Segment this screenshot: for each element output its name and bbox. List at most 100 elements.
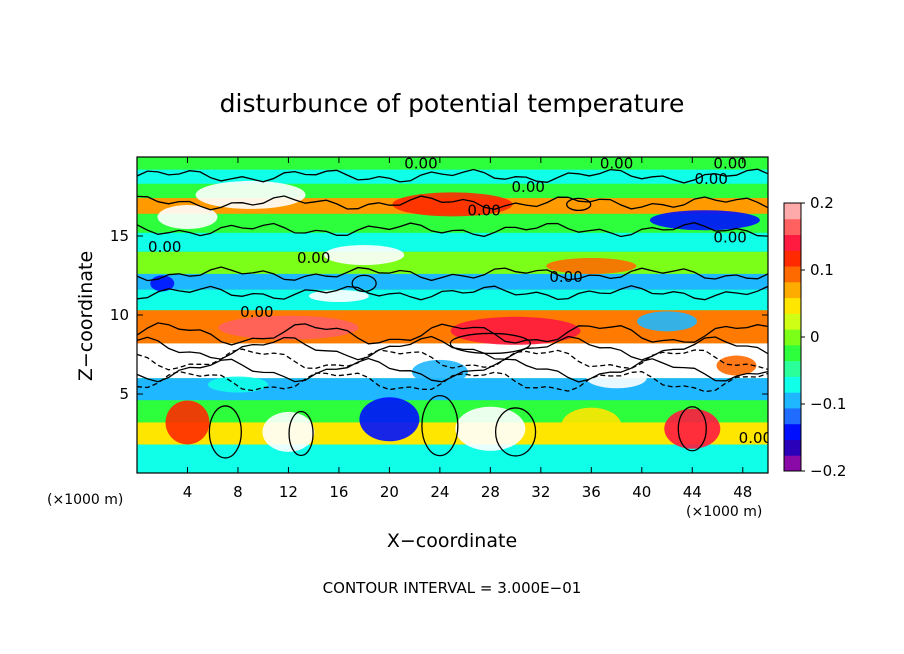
heat-blob (157, 205, 218, 230)
contour-label: 0.00 (297, 249, 330, 267)
colorbar-block (784, 297, 801, 314)
heat-blob (637, 311, 698, 332)
heat-band (137, 289, 768, 311)
colorbar-block (784, 250, 801, 267)
colorbar-block (784, 344, 801, 362)
heat-blob (195, 180, 306, 209)
colorbar-block (784, 281, 801, 299)
colorbar-block (784, 266, 801, 283)
y-axis-label: Z−coordinate (75, 251, 97, 381)
contour-line (137, 285, 768, 301)
heat-band (137, 444, 768, 473)
heat-blob (546, 258, 637, 275)
contour-line (137, 370, 768, 393)
heat-blob (392, 192, 513, 217)
colorbar-block (784, 392, 801, 409)
contour-label: 0.00 (713, 154, 746, 172)
contour-ring (449, 332, 532, 355)
contour-line (137, 335, 768, 361)
contour-ring (677, 406, 707, 452)
contour-ring (351, 274, 377, 293)
heat-blob (411, 359, 468, 384)
contour-label: 0.00 (549, 268, 582, 286)
y-axis-unit: (×1000 m) (47, 492, 123, 508)
contour-ring (494, 407, 537, 457)
heat-blob (308, 290, 369, 303)
colorbar-block (784, 439, 801, 456)
colorbar-tick-label: 0 (810, 328, 820, 346)
contour-line (137, 222, 768, 238)
x-tick-label: 32 (531, 483, 550, 501)
heat-band (137, 213, 768, 233)
heat-blob (324, 244, 405, 265)
contour-label: 0.00 (148, 238, 181, 256)
x-tick-label: 28 (481, 483, 500, 501)
chart-title: disturbunce of potential temperature (220, 89, 685, 118)
heat-blob (359, 397, 420, 442)
heat-blob (649, 210, 760, 231)
contour-line (137, 348, 768, 371)
colorbar-block (784, 218, 801, 236)
y-tick-label: 15 (110, 227, 129, 245)
contour-label: 0.00 (739, 429, 772, 447)
heat-blob (207, 376, 268, 393)
contour-ring (208, 405, 242, 459)
colorbar-tick-label: −0.1 (810, 395, 846, 413)
contour-line (137, 168, 768, 184)
x-axis-label: X−coordinate (387, 530, 517, 552)
contour-label: 0.00 (404, 154, 437, 172)
contour-line (137, 322, 768, 346)
x-tick-label: 36 (582, 483, 601, 501)
x-axis-unit: (×1000 m) (686, 504, 762, 520)
contour-ring (288, 410, 314, 457)
heat-blob (586, 368, 647, 389)
colorbar-block (784, 376, 801, 393)
x-tick-label: 24 (430, 483, 449, 501)
contour-label: 0.00 (713, 229, 746, 247)
x-axis: 4 8 12 16 20 24 28 32 36 40 44 48 (183, 157, 752, 501)
colorbar-block (784, 360, 801, 377)
x-tick-label: 16 (329, 483, 348, 501)
contour-label: 0.00 (240, 303, 273, 321)
contour-lines (137, 168, 768, 459)
contour-ring (566, 197, 592, 212)
x-tick-label: 12 (279, 483, 298, 501)
colorbar-tick-label: 0.2 (810, 194, 834, 212)
colorbar-block (784, 203, 801, 220)
contour-interval-note: CONTOUR INTERVAL = 3.000E−01 (323, 579, 582, 597)
x-tick-label: 8 (233, 483, 243, 501)
colorbar-block (784, 313, 801, 330)
x-tick-label: 4 (183, 483, 193, 501)
heat-blob (165, 400, 210, 445)
heat-band (137, 232, 768, 252)
colorbar: 0.2 0.1 0 −0.1 −0.2 (783, 194, 846, 480)
colorbar-block (784, 423, 801, 440)
contour-label: 0.00 (695, 170, 728, 188)
colorbar-block (784, 407, 801, 425)
heat-blob (218, 315, 359, 340)
heat-band (137, 273, 768, 290)
colorbar-blocks (784, 203, 801, 472)
heat-blob (664, 408, 721, 449)
colorbar-block (784, 234, 801, 251)
colorbar-block (784, 455, 801, 472)
heatmap-bands (137, 157, 768, 473)
colorbar-tick-label: −0.2 (810, 462, 846, 480)
contour-label: 0.00 (600, 154, 633, 172)
contour-line (137, 357, 768, 383)
heat-blob (561, 407, 622, 444)
contour-label: 0.00 (512, 178, 545, 196)
heat-band (137, 157, 768, 170)
contour-labels: 0.00 0.000.00 0.00 0.000.000.000.000.000.00… (148, 154, 772, 447)
x-tick-label: 20 (380, 483, 399, 501)
y-tick-label: 5 (119, 385, 129, 403)
colorbar-tick-label: 0.1 (810, 261, 834, 279)
contour-ring (421, 394, 459, 457)
heat-blob (450, 316, 581, 345)
colorbar-block (784, 329, 801, 346)
y-tick-label: 10 (110, 306, 129, 324)
colorbar-ticks: 0.2 0.1 0 −0.1 −0.2 (801, 194, 846, 480)
x-tick-label: 48 (733, 483, 752, 501)
contour-label: 0.00 (467, 202, 500, 220)
